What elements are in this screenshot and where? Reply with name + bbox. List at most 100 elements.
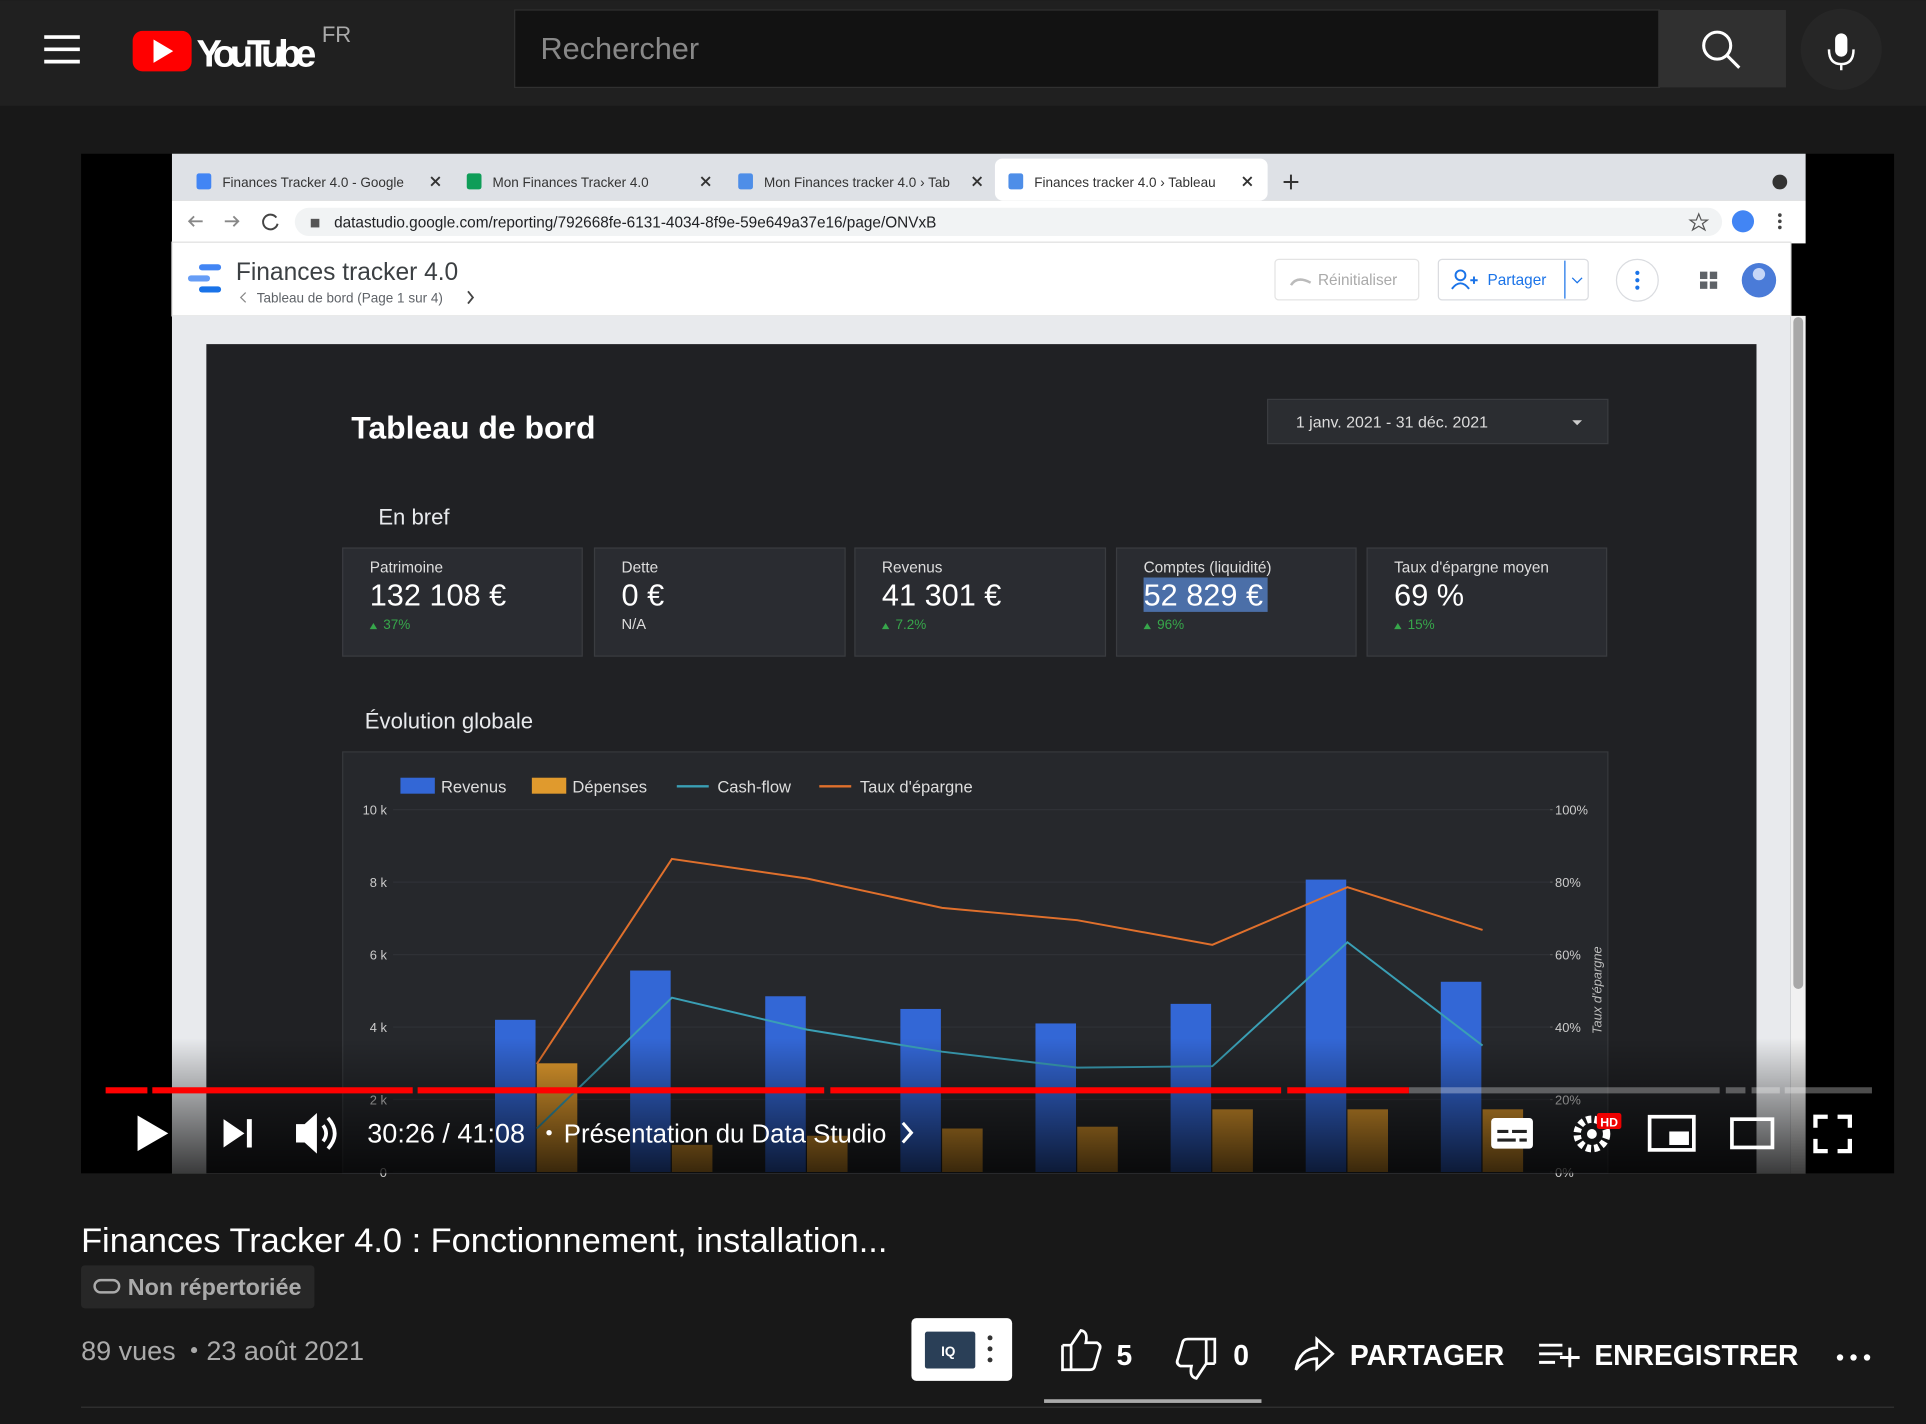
browser-tab[interactable]: Mon Finances Tracker 4.0 (493, 175, 649, 190)
more-dot (1635, 270, 1640, 275)
new-tab[interactable] (1283, 174, 1299, 190)
search-box[interactable] (514, 9, 1661, 89)
url-field[interactable] (294, 207, 1723, 237)
kpi-arrow (1394, 622, 1402, 630)
share-video-icon[interactable] (1294, 1335, 1335, 1372)
theater-button[interactable] (1730, 1117, 1775, 1150)
nav-forward[interactable] (224, 215, 240, 227)
dashboard-title: Tableau de bord (351, 410, 595, 446)
tab-favicon (466, 173, 482, 190)
nav-back[interactable] (187, 215, 203, 227)
browser-tab[interactable]: Mon Finances tracker 4.0 › Tab (764, 175, 950, 190)
progress-played[interactable] (1287, 1087, 1409, 1094)
extension-menu[interactable] (987, 1346, 993, 1352)
progress-remaining[interactable] (1408, 1087, 1720, 1094)
kpi-value: 69 % (1394, 578, 1464, 613)
more-actions[interactable] (1836, 1354, 1844, 1361)
reset-label[interactable]: Réinitialiser (1318, 272, 1397, 289)
extension-menu[interactable] (987, 1357, 993, 1363)
menu-icon[interactable] (44, 35, 80, 64)
share-dropdown[interactable] (1564, 260, 1583, 299)
volume-waves[interactable] (321, 1116, 337, 1150)
kpi-value: 52 829 € (1144, 578, 1263, 613)
progress-remaining[interactable] (1784, 1087, 1872, 1094)
volume-button[interactable] (296, 1113, 317, 1154)
miniplayer-button[interactable] (1647, 1114, 1696, 1152)
bookmark-star[interactable] (1688, 212, 1710, 232)
tab-close[interactable] (430, 176, 441, 187)
kpi-card (1366, 547, 1608, 657)
logo-text[interactable]: YouTube (197, 34, 317, 76)
profile-avatar[interactable] (1731, 210, 1755, 233)
like-count[interactable]: 5 (1117, 1339, 1133, 1371)
date-picker[interactable] (1267, 398, 1609, 445)
separator (191, 1347, 198, 1354)
fullscreen-button[interactable] (1813, 1114, 1852, 1154)
legend-label: Revenus (441, 777, 506, 796)
settings-button[interactable] (1573, 1115, 1611, 1153)
view-count: 89 vues (81, 1336, 176, 1366)
more-actions[interactable] (1850, 1354, 1857, 1361)
progress-played[interactable] (152, 1087, 413, 1094)
share-button[interactable] (1437, 258, 1589, 301)
tab-close[interactable] (1242, 176, 1253, 187)
chapter-chevron[interactable] (901, 1121, 914, 1144)
visibility-badge (81, 1265, 315, 1309)
browser-menu[interactable] (1777, 219, 1782, 224)
breadcrumb-prev[interactable] (239, 292, 247, 303)
reset-button[interactable] (1274, 258, 1420, 301)
account-avatar[interactable] (1741, 263, 1777, 298)
tab-favicon (738, 173, 753, 190)
next-button[interactable] (223, 1119, 252, 1148)
more-actions[interactable] (1863, 1354, 1871, 1361)
share-label[interactable]: Partager (1487, 272, 1546, 289)
kpi-value: 0 € (622, 578, 665, 613)
extension-menu[interactable] (987, 1335, 993, 1341)
like-icon[interactable] (1061, 1328, 1102, 1372)
kpi-change: 96% (1157, 617, 1184, 632)
y2-tick-label: 40% (1555, 1020, 1581, 1035)
tab-close[interactable] (972, 176, 983, 187)
y2-tick-label: 80% (1555, 875, 1581, 890)
kpi-label: Patrimoine (370, 560, 443, 577)
browser-menu[interactable] (1777, 213, 1782, 217)
subtitles-button[interactable] (1491, 1117, 1533, 1149)
tab-search[interactable] (1772, 174, 1788, 190)
save-icon[interactable] (1539, 1343, 1580, 1368)
breadcrumb-next[interactable] (467, 290, 475, 305)
legend-label: Dépenses (572, 777, 647, 796)
nav-reload[interactable] (262, 213, 279, 231)
report-title: Finances tracker 4.0 (236, 259, 458, 286)
chapter-title[interactable]: Présentation du Data Studio (564, 1121, 886, 1149)
play-button[interactable] (137, 1115, 169, 1152)
upload-date: 23 août 2021 (206, 1336, 364, 1366)
progress-played[interactable] (830, 1087, 1282, 1094)
progress-remaining[interactable] (1751, 1087, 1780, 1094)
date-range[interactable]: 1 janv. 2021 - 31 déc. 2021 (1296, 415, 1488, 432)
mic-icon-stand (1827, 49, 1855, 71)
text-selection (1143, 577, 1268, 612)
y2-tick-label: 100% (1555, 803, 1588, 818)
progress-played[interactable] (417, 1087, 825, 1094)
y2-tick-label: 60% (1555, 948, 1581, 963)
dislike-count[interactable]: 0 (1233, 1339, 1249, 1371)
save-label[interactable]: ENREGISTRER (1594, 1339, 1798, 1371)
share-video-label[interactable]: PARTAGER (1350, 1339, 1504, 1371)
miniplayer-inner (1669, 1131, 1689, 1145)
apps-icon (1699, 271, 1708, 280)
visibility-label: Non répertoriée (128, 1274, 302, 1300)
progress-remaining[interactable] (1725, 1087, 1746, 1094)
tab-favicon (1008, 173, 1024, 190)
tab-close[interactable] (700, 176, 711, 187)
kpi-arrow (1143, 622, 1151, 630)
kpi-arrow (881, 622, 890, 630)
browser-tab[interactable]: Finances tracker 4.0 › Tableau (1034, 175, 1215, 190)
dislike-icon[interactable] (1175, 1337, 1217, 1380)
search-placeholder[interactable]: Rechercher (540, 31, 699, 66)
search-button[interactable] (1658, 10, 1786, 88)
browser-menu[interactable] (1777, 225, 1782, 230)
browser-tab-strip (171, 153, 1806, 201)
browser-tab[interactable]: Finances Tracker 4.0 - Google (222, 175, 404, 190)
progress-played[interactable] (105, 1087, 148, 1094)
apps-icon (1709, 271, 1718, 280)
